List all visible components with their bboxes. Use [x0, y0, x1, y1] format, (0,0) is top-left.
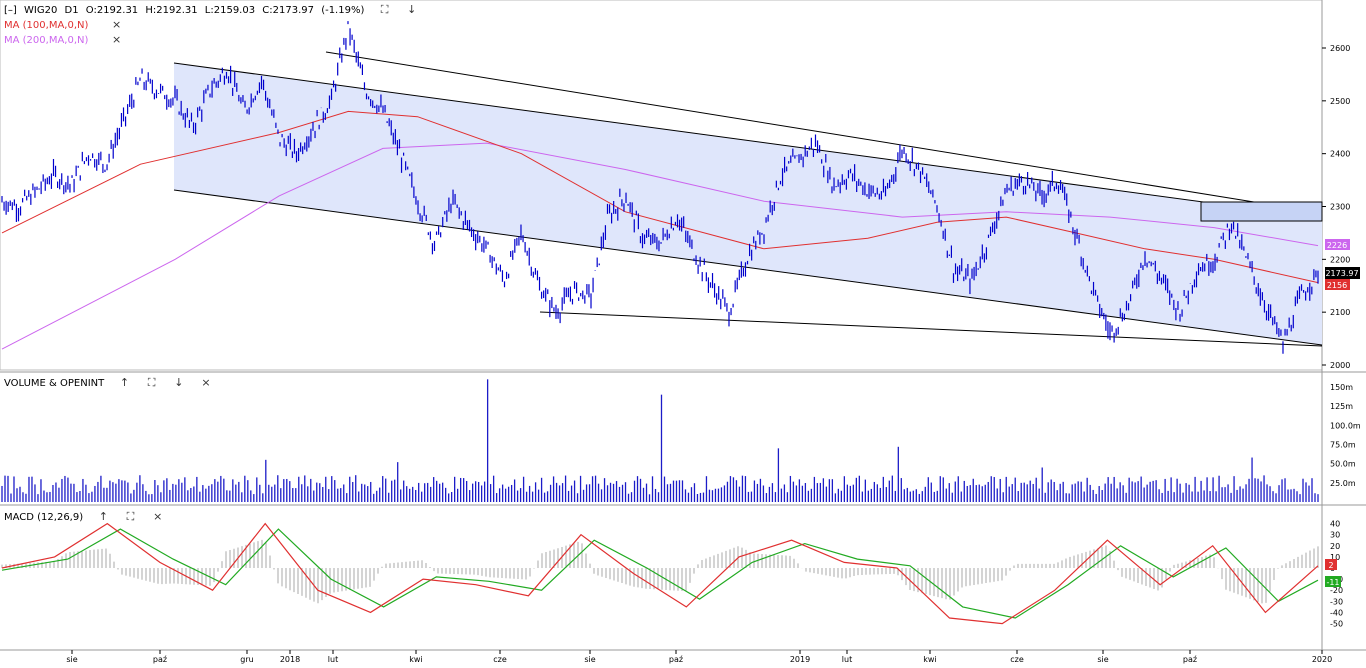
macd-y-axis: 403020100-10-20-30-40-50 — [1330, 520, 1343, 629]
channel-fill — [174, 63, 1322, 345]
macd-value-text: 2 — [1328, 561, 1333, 570]
x-tick-label: sie — [584, 655, 595, 664]
volume-tick-label: 150m — [1330, 383, 1353, 392]
x-tick-label: kwi — [409, 655, 422, 664]
interval-label: D1 — [64, 5, 79, 16]
x-tick-label: sie — [66, 655, 77, 664]
resistance-zone[interactable] — [1200, 201, 1323, 222]
high-value: H:2192.31 — [145, 5, 198, 16]
arrow-down-icon[interactable]: ↓ — [174, 376, 184, 389]
last-price-flag-text: 2173.97 — [1325, 269, 1358, 278]
macd-value-flag — [1325, 559, 1337, 570]
trendline-resistance[interactable] — [325, 51, 1323, 214]
main-panel-header: [–] WIG20 D1 O:2192.31 H:2192.31 L:2159.… — [4, 3, 423, 17]
y-tick-label: 2400 — [1330, 150, 1350, 159]
volume-label: VOLUME & OPENINT — [4, 378, 105, 389]
signal-value-flag — [1325, 576, 1341, 587]
arrow-up-icon[interactable]: ↑ — [98, 510, 108, 523]
ma200-line — [1, 142, 1319, 350]
macd-tick-label: -50 — [1330, 620, 1343, 629]
x-tick-label: 2018 — [280, 655, 300, 664]
volume-tick-label: 125m — [1330, 402, 1353, 411]
collapse-toggle[interactable]: [–] — [4, 5, 17, 16]
moving-averages — [1, 110, 1319, 350]
last-price-flag — [1325, 267, 1360, 279]
signal-value-text: -11 — [1326, 578, 1339, 587]
change-value: (-1.19%) — [321, 5, 365, 16]
y-tick-label: 2200 — [1330, 255, 1350, 264]
channel-upper-line[interactable] — [173, 62, 1323, 219]
low-value: L:2159.03 — [204, 5, 256, 16]
x-tick-label: paź — [669, 655, 683, 664]
close-icon[interactable]: × — [201, 376, 211, 389]
expand-icon[interactable]: ⛶ — [380, 3, 389, 16]
price-bars — [1, 21, 1319, 354]
macd-tick-label: -40 — [1330, 608, 1343, 617]
macd-tick-label: -30 — [1330, 597, 1343, 606]
volume-tick-label: 75.0m — [1330, 441, 1356, 450]
ma200-flag-text: 2226 — [1327, 241, 1347, 250]
x-tick-label: cze — [493, 655, 507, 664]
macd-tick-label: 20 — [1330, 542, 1340, 551]
ma100-legend: MA (100,MA,0,N) × — [4, 18, 128, 31]
macd-plot — [1, 522, 1319, 625]
arrow-down-icon[interactable]: ↓ — [407, 3, 417, 16]
ma100-label: MA (100,MA,0,N) — [4, 20, 89, 31]
y-tick-label: 2300 — [1330, 203, 1350, 212]
signal-line — [1, 528, 1319, 619]
ma200-legend: MA (200,MA,0,N) × — [4, 33, 128, 46]
macd-line — [1, 522, 1319, 625]
x-tick-label: paź — [153, 655, 167, 664]
macd-tick-label: -20 — [1330, 586, 1343, 595]
x-tick-label: lut — [842, 655, 852, 664]
x-tick-label: 2019 — [790, 655, 810, 664]
y-tick-label: 2100 — [1330, 308, 1350, 317]
macd-tick-label: 30 — [1330, 531, 1340, 540]
x-tick-label: cze — [1010, 655, 1024, 664]
x-tick-label: paź — [1183, 655, 1197, 664]
x-tick-label: sie — [1097, 655, 1108, 664]
macd-tick-label: 10 — [1330, 553, 1340, 562]
x-tick-label: kwi — [923, 655, 936, 664]
symbol-label: WIG20 — [24, 5, 58, 16]
ma200-flag — [1325, 239, 1350, 250]
x-tick-label: 2020 — [1312, 655, 1332, 664]
channel-lower-line[interactable] — [173, 189, 1323, 346]
macd-panel-header: MACD (12,26,9) ↑ ⛶ × — [4, 510, 169, 524]
volume-tick-label: 25.0m — [1330, 479, 1356, 488]
expand-icon[interactable]: ⛶ — [126, 510, 135, 523]
ma100-flag-text: 2156 — [1327, 281, 1347, 290]
arrow-up-icon[interactable]: ↑ — [119, 376, 130, 389]
x-tick-label: lut — [328, 655, 338, 664]
close-value: C:2173.97 — [262, 5, 314, 16]
volume-tick-label: 50.0m — [1330, 460, 1356, 469]
volume-panel-header: VOLUME & OPENINT ↑ ⛶ ↓ × — [4, 376, 217, 390]
x-tick-label: gru — [240, 655, 253, 664]
main-y-axis: 2600 2500 2400 2300 2200 2100 2000 — [1322, 44, 1350, 370]
volume-tick-label: 100.0m — [1330, 421, 1361, 430]
ma100-line — [1, 110, 1319, 284]
ma100-flag — [1325, 279, 1350, 290]
x-axis: sie paź gru 2018 lut kwi cze sie paź 2019 lut kwi cz… — [66, 650, 1332, 664]
y-tick-label: 2600 — [1330, 44, 1350, 53]
close-icon[interactable]: × — [111, 33, 122, 46]
ma200-label: MA (200,MA,0,N) — [4, 35, 89, 46]
close-icon[interactable]: × — [111, 18, 122, 31]
volume-bars — [1, 379, 1319, 502]
trendline-support[interactable] — [539, 311, 1323, 347]
open-value: O:2192.31 — [85, 5, 139, 16]
macd-label: MACD (12,26,9) — [4, 512, 84, 523]
y-tick-label: 2000 — [1330, 361, 1350, 370]
macd-tick-label: 40 — [1330, 520, 1340, 529]
volume-y-axis: 150m 125m 100.0m 75.0m 50.0m 25.0m — [1330, 383, 1361, 488]
expand-icon[interactable]: ⛶ — [147, 376, 156, 389]
y-tick-label: 2500 — [1330, 97, 1350, 106]
close-icon[interactable]: × — [153, 510, 163, 523]
